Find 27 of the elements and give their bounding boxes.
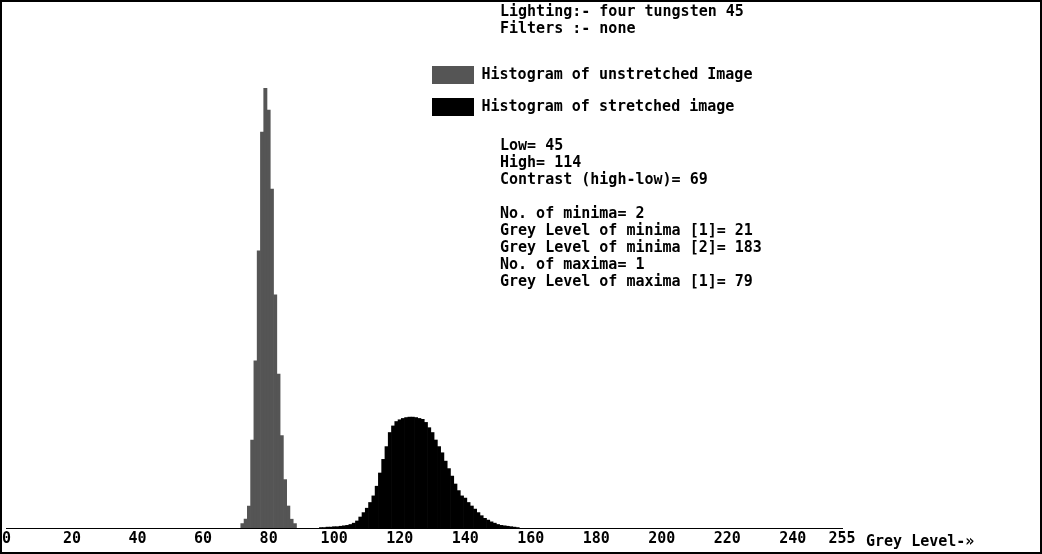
x-tick-label: 120 xyxy=(386,528,414,547)
x-tick-label: 80 xyxy=(259,528,278,547)
x-axis-title: Grey Level-» xyxy=(866,532,975,550)
chart-subtitle: Filters :- none xyxy=(500,19,637,37)
x-tick-label: 20 xyxy=(63,528,82,547)
annotation: Low= 45 xyxy=(500,136,565,154)
x-tick-label: 255 xyxy=(828,528,856,547)
annotation: Grey Level of minima [1]= 21 xyxy=(500,221,754,239)
chart-title: Lighting:- four tungsten 45 xyxy=(500,2,744,20)
x-tick-label: 200 xyxy=(648,528,676,547)
x-tick-label: 220 xyxy=(713,528,741,547)
x-tick-label: 40 xyxy=(128,528,147,547)
x-tick-label: 240 xyxy=(779,528,807,547)
legend-label: Histogram of stretched image xyxy=(481,96,735,115)
annotation: No. of maxima= 1 xyxy=(500,255,646,273)
x-tick-label: 160 xyxy=(517,528,545,547)
annotation: No. of minima= 2 xyxy=(500,204,646,222)
annotation: Contrast (high-low)= 69 xyxy=(500,170,709,188)
x-tick-label: 100 xyxy=(320,528,348,547)
x-tick-label: 60 xyxy=(194,528,213,547)
x-tick-label: 180 xyxy=(582,528,610,547)
annotation: High= 114 xyxy=(500,153,583,171)
annotation: Grey Level of maxima [1]= 79 xyxy=(500,272,754,290)
legend-label: Histogram of unstretched Image xyxy=(481,64,753,83)
annotation: Grey Level of minima [2]= 183 xyxy=(500,238,762,256)
x-tick-label: 140 xyxy=(451,528,479,547)
x-tick-label: 0 xyxy=(2,528,12,547)
